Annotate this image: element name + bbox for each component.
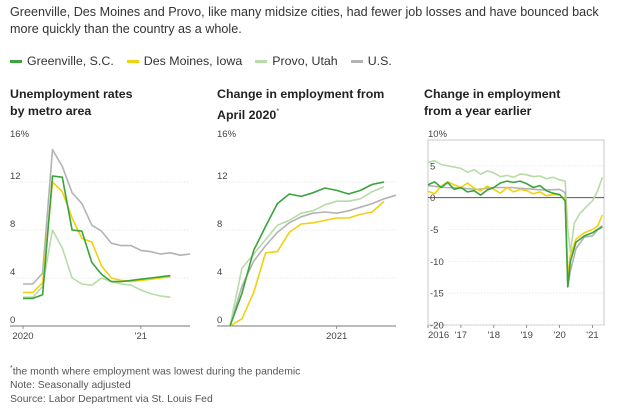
panel-2-title-line1: Change in employment from (217, 87, 385, 101)
legend-swatch-us (350, 59, 363, 63)
panel-2-title-line2-text: April 2020 (217, 108, 277, 123)
panel-1-ytick-label: 12 (10, 171, 21, 182)
panel-3-series-greenville-s-c (427, 180, 603, 288)
panel-2-series-des-moines-iowa (229, 200, 385, 327)
legend-label-des-moines: Des Moines, Iowa (143, 54, 243, 68)
panel-2-xtick-label: 2021 (326, 331, 347, 342)
panel-1-title: Unemployment rates by metro area (10, 86, 133, 120)
panel-1-ytick-label: 8 (10, 219, 15, 230)
panel-3-frame (427, 139, 605, 326)
legend-swatch-provo (255, 59, 268, 63)
panel-1-ytick-label: 4 (10, 267, 15, 278)
panel-2-ytick-label: 8 (217, 219, 222, 230)
panel-3-series-provo-utah (427, 159, 604, 253)
panel-3-ytick-top-label: 10% (428, 129, 448, 140)
panel-1-series-greenville-s-c (23, 175, 171, 300)
legend-label-us: U.S. (367, 54, 392, 68)
footnote-asterisk-line: *the month where employment was lowest d… (10, 362, 300, 379)
panel-3-series-u-s (427, 184, 603, 288)
footnotes: *the month where employment was lowest d… (10, 362, 300, 407)
legend-label-provo: Provo, Utah (272, 54, 338, 68)
panel-3-ytick-label: -20 (430, 321, 444, 332)
panel-2-title-line2: April 2020* (217, 103, 384, 124)
panel-3-xtick-label: 2016 (428, 330, 449, 341)
panel-2-title-mark: * (276, 107, 280, 116)
panel-3-title-line2: from a year earlier (424, 104, 532, 118)
panel-2-series-u-s (229, 194, 397, 327)
panel-3-ytick-label: -5 (430, 225, 438, 236)
panel-3-ytick-label: 0 (430, 193, 435, 204)
panel-2-ytick-label: 4 (217, 267, 222, 278)
panel-1-ytick-label: 0 (10, 315, 15, 326)
panel-3-xtick-label: '21 (586, 330, 598, 341)
panel-3-xtick-label: '20 (553, 330, 565, 341)
legend-item-des-moines: Des Moines, Iowa (126, 54, 243, 68)
footnote-asterisk: * (10, 365, 13, 372)
panel-2-ytick-label: 12 (217, 171, 228, 182)
panel-3-xtick-label: '18 (488, 330, 500, 341)
panel-1-xtick-label: '21 (135, 331, 147, 342)
footnote-note: Note: Seasonally adjusted (10, 380, 131, 392)
legend: Greenville, S.C. Des Moines, Iowa Provo,… (10, 53, 405, 69)
panel-2-series-greenville-s-c (229, 181, 385, 327)
panel-1-title-line1: Unemployment rates (10, 87, 133, 101)
legend-label-greenville: Greenville, S.C. (27, 54, 114, 68)
panel-2-title: Change in employment from April 2020* (217, 86, 384, 124)
panel-1-title-line2: by metro area (10, 104, 92, 118)
panel-3-title: Change in employment from a year earlier (424, 86, 560, 120)
panel-2-ytick-label: 0 (217, 315, 222, 326)
panel-1-series-u-s (23, 148, 191, 285)
panel-3-title-line1: Change in employment (424, 87, 561, 101)
panel-1-series-provo-utah (23, 229, 171, 299)
legend-item-us: U.S. (350, 54, 392, 68)
footnote-asterisk-text: the month where employment was lowest du… (12, 366, 301, 378)
panel-3-ytick-label: -10 (430, 257, 444, 268)
panel-3-ytick-label: 5 (430, 161, 435, 172)
panel-3-ytick-label: -15 (430, 289, 444, 300)
panel-3-series-des-moines-iowa (427, 181, 604, 279)
panel-3-xtick-label: '17 (455, 330, 467, 341)
panel-1-xtick-label: 2020 (12, 331, 33, 342)
legend-swatch-greenville (10, 59, 22, 63)
panel-2-series-provo-utah (229, 186, 385, 327)
legend-item-provo: Provo, Utah (255, 54, 338, 68)
panel-2-ytick-top-label: 16% (217, 129, 237, 140)
legend-swatch-des-moines (126, 59, 139, 63)
panel-1-ytick-top-label: 16% (10, 129, 30, 140)
footnote-source: Source: Labor Department via St. Louis F… (10, 394, 213, 406)
legend-item-greenville: Greenville, S.C. (10, 54, 114, 68)
panel-3-xtick-label: '19 (520, 330, 532, 341)
intro-text: Greenville, Des Moines and Provo, like m… (10, 5, 599, 36)
